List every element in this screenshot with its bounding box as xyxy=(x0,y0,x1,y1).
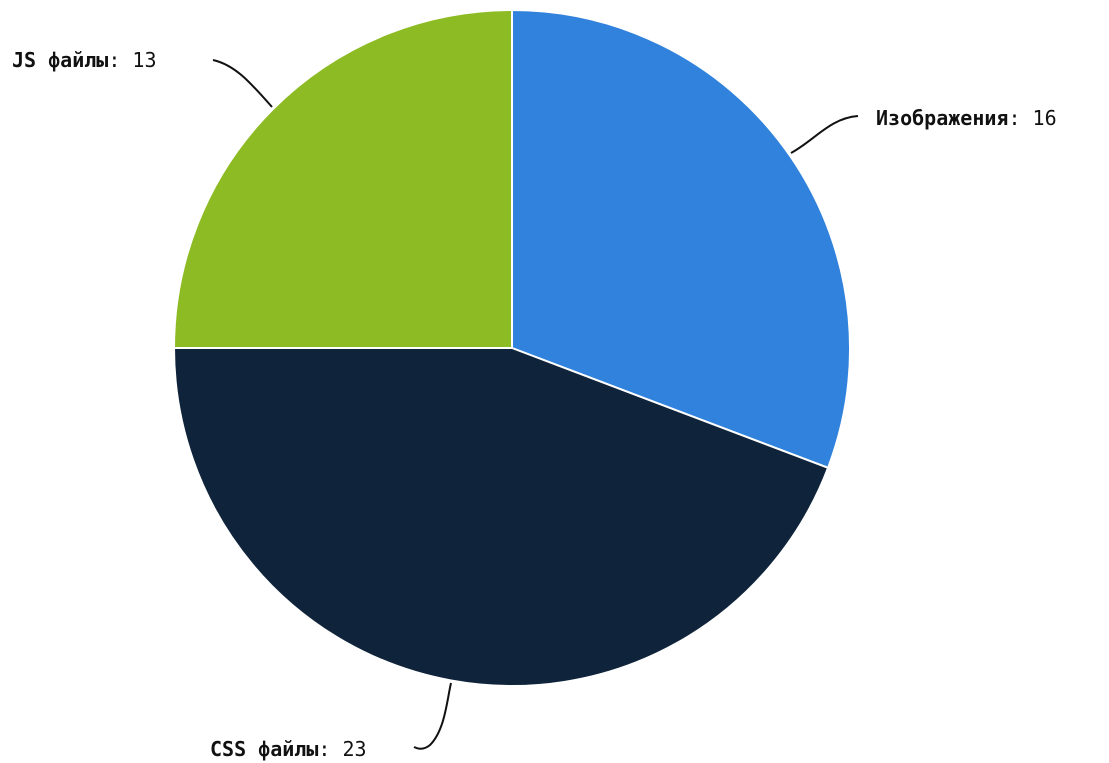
label-connector-line xyxy=(790,115,859,154)
slice-label: JS файлы: 13 xyxy=(12,48,157,72)
pie-slice xyxy=(173,347,830,688)
slice-label-separator: : xyxy=(108,48,132,72)
pie-slice xyxy=(511,9,852,469)
label-connectors xyxy=(212,59,859,750)
slice-label-name: JS файлы xyxy=(12,48,108,72)
slice-label: CSS файлы: 23 xyxy=(210,737,367,761)
pie-slice xyxy=(173,9,513,349)
pie-slices xyxy=(173,9,852,688)
slice-labels: Изображения: 16 CSS файлы: 23 JS файлы: 13 xyxy=(12,48,1057,761)
slice-label-value: 16 xyxy=(1033,106,1057,130)
label-connector-line xyxy=(413,682,452,750)
slice-label-separator: : xyxy=(1008,106,1032,130)
slice-label-name: Изображения xyxy=(876,106,1008,130)
slice-label-value: 13 xyxy=(132,48,156,72)
slice-label-separator: : xyxy=(318,737,342,761)
slice-label: Изображения: 16 xyxy=(876,106,1057,130)
slice-label-name: CSS файлы xyxy=(210,737,318,761)
slice-label-value: 23 xyxy=(342,737,366,761)
label-connector-line xyxy=(212,59,273,108)
